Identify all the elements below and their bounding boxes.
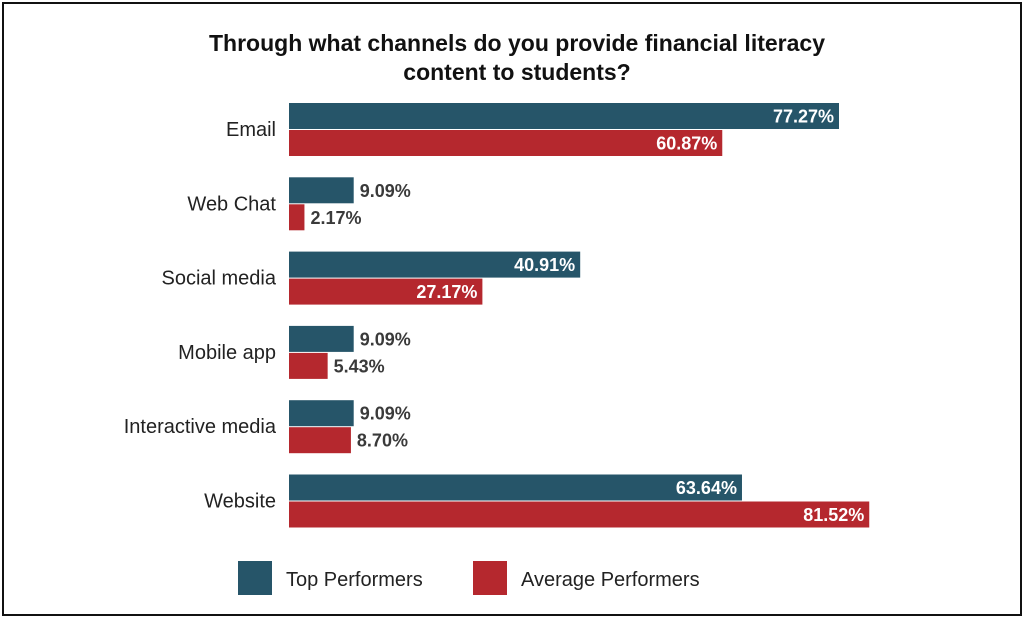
legend-label: Top Performers [286,569,423,591]
bar-average-performers [289,352,328,379]
bar-average-performers [289,278,483,305]
data-label: 27.17% [416,282,477,302]
bar-top-performers [289,325,354,352]
data-label: 81.52% [803,505,864,525]
category-label: Mobile app [178,342,276,364]
chart-title-line-1: Through what channels do you provide fin… [209,30,825,56]
data-label: 2.17% [310,208,361,228]
category-label: Email [226,119,276,141]
category-label: Interactive media [124,416,277,438]
data-label: 9.09% [360,404,411,424]
bar-top-performers [289,177,354,204]
bar-average-performers [289,204,305,231]
data-label: 9.09% [360,181,411,201]
category-label: Social media [161,268,276,290]
legend: Top Performers Average Performers [238,561,700,595]
data-label: 77.27% [773,107,834,127]
bar-top-performers [289,251,581,278]
legend-label: Average Performers [521,569,700,591]
legend-swatch [238,561,272,595]
data-label: 5.43% [334,356,385,376]
bar-top-performers [289,103,839,129]
plot-area: Email 77.27% 60.87% Web Chat 9.09% 2.17% Socia… [124,103,870,528]
category-label: Web Chat [187,193,276,215]
data-label: 40.91% [514,255,575,275]
bar-top-performers [289,400,354,427]
chart-title-line-2: content to students? [403,59,630,85]
bar-average-performers [289,130,723,156]
bar-average-performers [289,501,870,528]
data-label: 8.70% [357,431,408,451]
legend-swatch [473,561,507,595]
bar-average-performers [289,427,351,454]
data-label: 63.64% [676,478,737,498]
category-label: Website [204,491,276,513]
data-label: 9.09% [360,329,411,349]
data-label: 60.87% [656,134,717,154]
bar-top-performers [289,474,742,501]
